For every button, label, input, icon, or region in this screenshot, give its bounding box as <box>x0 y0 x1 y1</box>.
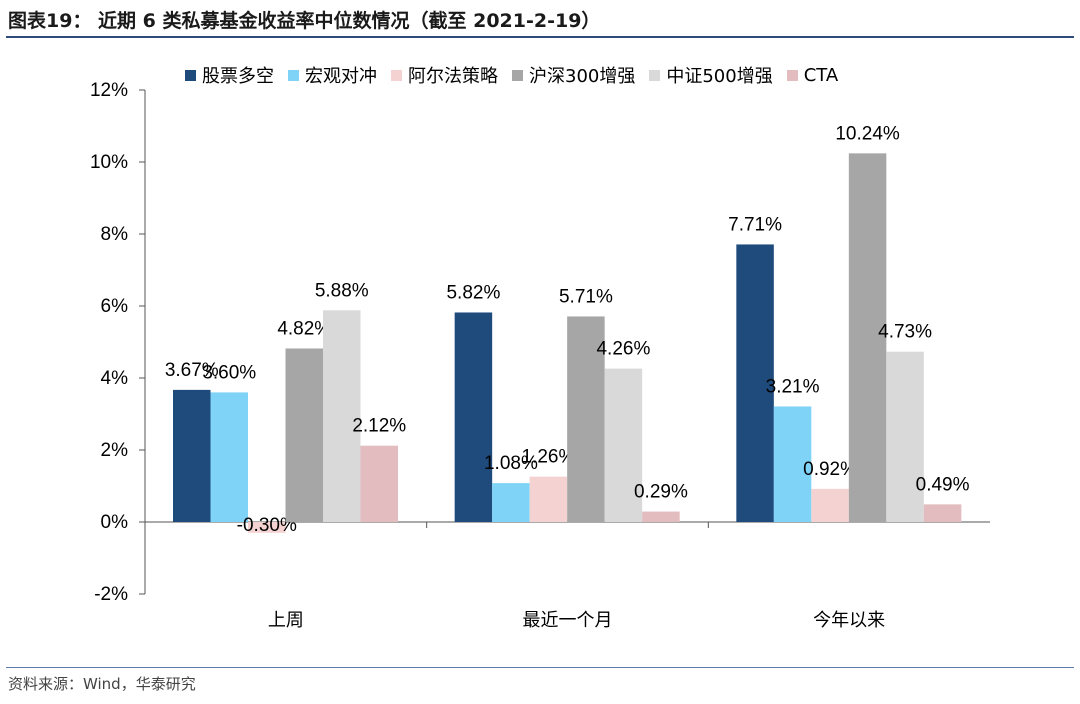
data-label: 4.26% <box>596 339 650 360</box>
legend-item: CTA <box>786 62 839 88</box>
data-label: 0.29% <box>634 482 688 503</box>
bar <box>454 312 493 522</box>
data-label: 0.92% <box>803 459 857 480</box>
data-label: 1.08% <box>484 453 538 474</box>
bar <box>773 406 812 522</box>
y-tick-label: 0% <box>101 512 129 533</box>
legend-item: 中证500增强 <box>649 62 773 88</box>
legend-label: 股票多空 <box>202 66 274 87</box>
x-tick-label: 最近一个月 <box>523 610 613 631</box>
legend-swatch <box>288 69 299 81</box>
legend-item: 股票多空 <box>185 62 274 88</box>
legend-item: 宏观对冲 <box>288 62 377 88</box>
bar <box>604 368 643 522</box>
title-divider <box>6 36 1074 38</box>
x-tick-label: 今年以来 <box>813 610 885 631</box>
legend-swatch <box>649 69 661 81</box>
footer-divider <box>6 667 1074 668</box>
bar <box>492 483 530 522</box>
bar <box>285 348 323 522</box>
legend-swatch <box>391 69 402 81</box>
bar <box>567 316 605 522</box>
data-label: 10.24% <box>835 123 900 144</box>
bar <box>529 476 568 522</box>
data-label: 4.73% <box>878 322 932 343</box>
y-tick-label: -2% <box>94 584 128 605</box>
bar <box>736 244 774 522</box>
data-label: 3.67% <box>165 360 219 381</box>
y-tick-label: 8% <box>101 224 129 245</box>
y-tick-label: 4% <box>101 368 129 389</box>
bar-chart: -2% 0% 2% 4% 6% 8% 10% 12% 上周 3.67%3.60% -0.30% 4.8… <box>90 80 990 631</box>
bar <box>886 351 924 522</box>
title-bar: 图表19： 近期 6 类私募基金收益率中位数情况（截至 2021-2-19） <box>0 0 1080 38</box>
bar <box>173 389 211 522</box>
bar <box>642 511 680 522</box>
legend-label: 中证500增强 <box>666 66 773 87</box>
data-label: 7.71% <box>728 214 782 235</box>
legend-item: 沪深300增强 <box>512 62 635 88</box>
bar <box>210 392 248 522</box>
legend-swatch <box>512 69 523 81</box>
data-label: -0.30% <box>237 515 297 536</box>
chart-legend: 股票多空 宏观对冲 阿尔法策略 沪深300增强 中证500增强 CTA <box>185 62 852 88</box>
legend-swatch <box>185 69 196 81</box>
data-label: 2.12% <box>352 416 406 437</box>
bar <box>848 153 887 523</box>
data-label: 1.26% <box>521 447 575 468</box>
data-label: 5.82% <box>446 282 500 303</box>
y-tick-label: 2% <box>101 440 129 461</box>
legend-item: 阿尔法策略 <box>391 62 498 88</box>
y-tick-label: 10% <box>90 152 128 173</box>
bar <box>811 488 849 522</box>
legend-label: 沪深300增强 <box>529 66 636 87</box>
bar <box>360 445 398 522</box>
legend-swatch <box>786 69 798 81</box>
y-tick-label: 12% <box>90 80 128 101</box>
bar <box>923 504 962 522</box>
bar <box>323 310 361 522</box>
data-label: 3.60% <box>202 362 256 383</box>
data-label: 3.21% <box>766 376 820 397</box>
data-label: 5.71% <box>559 286 613 307</box>
bar <box>248 522 286 533</box>
source-note: 资料来源：Wind，华泰研究 <box>8 675 196 693</box>
legend-label: 宏观对冲 <box>305 66 377 87</box>
legend-label: CTA <box>803 64 839 86</box>
chart-title: 图表19： 近期 6 类私募基金收益率中位数情况（截至 2021-2-19） <box>8 10 601 32</box>
data-label: 5.88% <box>315 280 369 301</box>
x-tick-label: 上周 <box>268 610 304 631</box>
legend-label: 阿尔法策略 <box>408 66 498 87</box>
data-label: 0.49% <box>916 474 970 495</box>
data-label: 4.82% <box>277 318 331 339</box>
y-tick-label: 6% <box>101 296 129 317</box>
